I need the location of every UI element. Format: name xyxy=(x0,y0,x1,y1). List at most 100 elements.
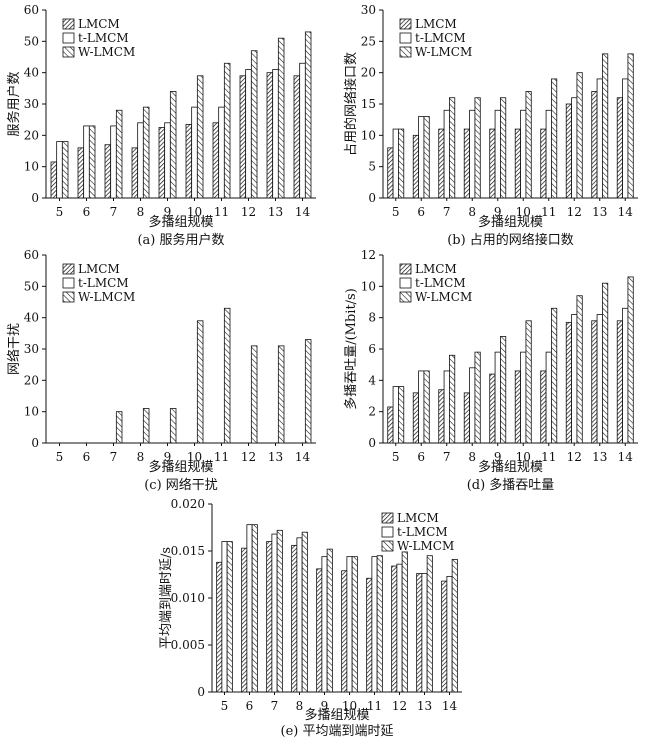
bar-w-lmcm-13 xyxy=(277,37,285,199)
bar-w-lmcm-12 xyxy=(576,295,583,444)
bar-lmcm-8 xyxy=(463,392,470,444)
x-tick-label: 12 xyxy=(567,205,582,219)
bar-lmcm-5 xyxy=(387,147,394,199)
x-tick-label: 6 xyxy=(246,699,254,713)
bar-w-lmcm-11 xyxy=(551,78,558,199)
bar-w-lmcm-5 xyxy=(398,128,405,199)
bar-lmcm-5 xyxy=(50,161,58,199)
bar-w-lmcm-7 xyxy=(115,411,123,444)
legend-label: W-LMCM xyxy=(78,45,135,59)
y-axis-label: 网络干扰 xyxy=(6,323,22,375)
bar-lmcm-14 xyxy=(616,320,623,444)
y-tick-label: 50 xyxy=(24,279,39,293)
x-tick-label: 12 xyxy=(392,699,407,713)
legend-label: t-LMCM xyxy=(415,276,466,290)
bar-t-lmcm-9 xyxy=(494,351,501,444)
legend-swatch-lmcm xyxy=(399,18,412,30)
x-tick-label: 11 xyxy=(214,205,229,219)
y-tick-label: 0.010 xyxy=(171,591,205,605)
x-tick-label: 14 xyxy=(295,450,311,464)
y-tick-label: 40 xyxy=(24,66,39,80)
x-tick-label: 10 xyxy=(516,205,531,219)
bar-w-lmcm-12 xyxy=(401,551,408,693)
y-tick-label: 50 xyxy=(24,34,39,48)
bar-w-lmcm-14 xyxy=(627,276,634,444)
bar-w-lmcm-14 xyxy=(627,53,634,199)
x-tick-label: 11 xyxy=(214,450,229,464)
y-tick-label: 10 xyxy=(24,405,39,419)
bar-w-lmcm-13 xyxy=(602,53,609,199)
x-tick-label: 6 xyxy=(83,450,91,464)
x-tick-label: 13 xyxy=(592,450,607,464)
bar-w-lmcm-10 xyxy=(351,556,358,693)
bar-w-lmcm-8 xyxy=(142,106,150,199)
bar-t-lmcm-11 xyxy=(371,556,378,693)
x-tick-label: 10 xyxy=(342,699,357,713)
y-tick-label: 40 xyxy=(24,311,39,325)
bar-t-lmcm-7 xyxy=(443,109,450,199)
y-tick-label: 60 xyxy=(24,248,39,262)
bar-w-lmcm-5 xyxy=(61,141,69,199)
legend-label: W-LMCM xyxy=(415,45,472,59)
x-tick-label: 13 xyxy=(417,699,432,713)
bar-w-lmcm-11 xyxy=(551,307,558,444)
bar-t-lmcm-9 xyxy=(164,122,171,199)
bar-w-lmcm-10 xyxy=(525,91,532,199)
x-tick-label: 5 xyxy=(56,205,64,219)
legend-label: W-LMCM xyxy=(397,539,454,553)
bar-w-lmcm-11 xyxy=(376,555,383,693)
bar-w-lmcm-6 xyxy=(88,125,96,199)
x-axis-label: 多播组规模 xyxy=(478,459,543,475)
x-tick-label: 13 xyxy=(592,205,607,219)
legend-swatch-lmcm xyxy=(381,512,394,524)
bar-t-lmcm-13 xyxy=(596,78,603,199)
legend-swatch-t-lmcm xyxy=(62,277,75,289)
legend-swatch-w-lmcm xyxy=(399,291,412,303)
y-tick-label: 60 xyxy=(24,3,39,17)
bar-t-lmcm-6 xyxy=(246,524,253,693)
bar-t-lmcm-6 xyxy=(418,370,425,444)
chart-panel-b: 0 5 10 15 20 25 30 5 6 7 8 9 10 11 12 13 14 多播组规模 占用的网络接口数… xyxy=(343,3,638,248)
bar-lmcm-8 xyxy=(291,544,298,693)
y-tick-label: 30 xyxy=(361,3,376,17)
bar-lmcm-13 xyxy=(591,91,598,199)
legend-label: LMCM xyxy=(415,262,457,276)
legend-swatch-t-lmcm xyxy=(399,277,412,289)
bar-lmcm-5 xyxy=(387,406,394,444)
y-tick-label: 0 xyxy=(197,685,205,699)
x-tick-label: 7 xyxy=(271,699,279,713)
bar-w-lmcm-14 xyxy=(304,31,312,199)
y-tick-label: 0.015 xyxy=(171,544,205,558)
legend-swatch-lmcm xyxy=(62,18,75,30)
x-tick-label: 9 xyxy=(321,699,329,713)
legend-swatch-w-lmcm xyxy=(381,540,394,552)
bar-lmcm-6 xyxy=(77,147,85,199)
x-axis-label: 多播组规模 xyxy=(478,214,543,230)
bar-w-lmcm-8 xyxy=(474,351,481,444)
x-axis-label: 多播组规模 xyxy=(148,214,213,230)
bar-lmcm-13 xyxy=(591,320,598,444)
y-tick-label: 0 xyxy=(368,436,376,450)
bar-w-lmcm-12 xyxy=(250,50,258,199)
y-tick-label: 10 xyxy=(361,279,376,293)
bar-lmcm-8 xyxy=(131,147,139,199)
chart-panel-d: 0 2 4 6 8 10 12 5 6 7 8 9 10 11 12 13 14 多播组规模 多播吞吐量/(Mbit… xyxy=(343,248,638,493)
bar-lmcm-10 xyxy=(341,570,348,693)
x-tick-label: 14 xyxy=(618,450,634,464)
bar-t-lmcm-7 xyxy=(110,125,117,199)
chart-panel-a: 0 10 20 30 40 50 60 5 6 7 8 9 10 11 12 13 14 多播组规模 服务用户数 (a… xyxy=(6,3,316,248)
bar-lmcm-9 xyxy=(489,373,496,444)
bar-w-lmcm-9 xyxy=(326,548,333,693)
bar-t-lmcm-5 xyxy=(221,541,228,693)
y-axis-label: 多播吞吐量/(Mbit/s) xyxy=(343,288,359,410)
y-tick-label: 12 xyxy=(361,248,376,262)
bar-w-lmcm-11 xyxy=(223,62,231,199)
bar-lmcm-7 xyxy=(104,144,112,199)
bar-lmcm-14 xyxy=(293,75,301,199)
bar-t-lmcm-8 xyxy=(296,537,303,693)
y-tick-label: 20 xyxy=(361,66,376,80)
bar-t-lmcm-5 xyxy=(392,128,399,199)
legend-label: LMCM xyxy=(78,262,120,276)
legend-swatch-t-lmcm xyxy=(399,32,412,44)
